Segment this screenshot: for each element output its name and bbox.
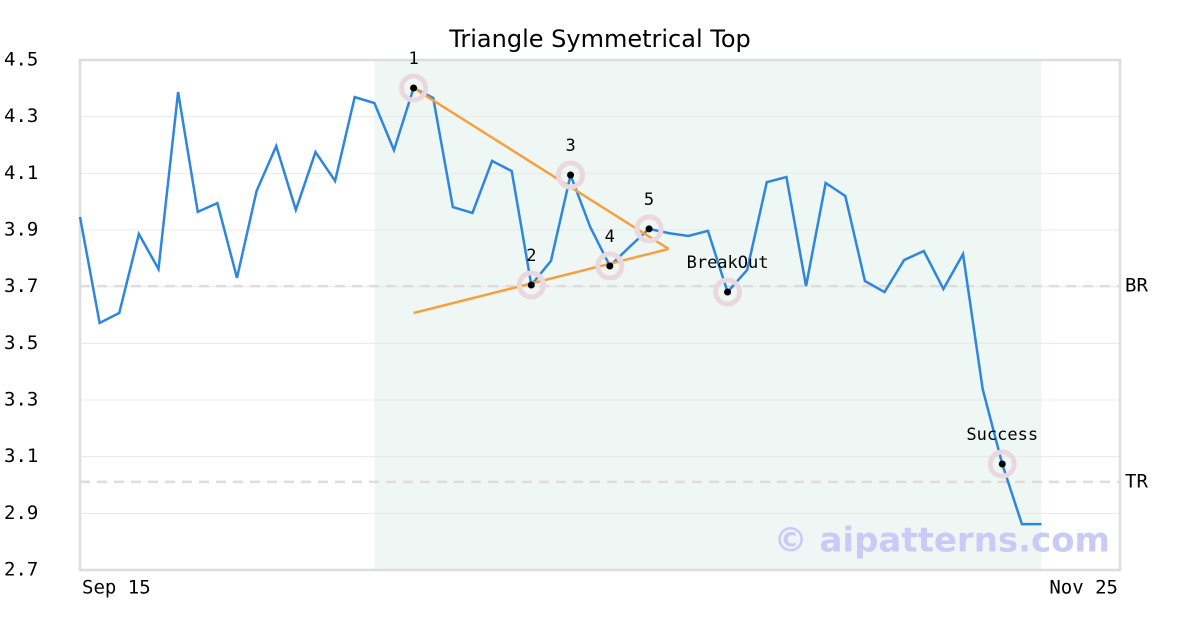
chart-title: Triangle Symmetrical Top [448,25,751,53]
plot-frame [78,58,1122,572]
y-tick-label: 2.9 [4,502,38,524]
pattern-point [567,171,575,179]
y-tick-label: 3.9 [4,219,38,241]
y-tick-label: 3.7 [4,275,38,297]
point-label: 5 [644,190,654,210]
pattern-point [527,281,535,289]
pattern-point [410,84,418,92]
pattern-point-halo [399,73,429,103]
y-tick-label: 4.3 [4,105,38,127]
x-tick-label: Sep 15 [82,577,151,599]
pattern-point [998,460,1006,468]
watermark: © aipatterns.com [774,521,1110,561]
y-tick-label: 4.5 [4,49,38,71]
pattern-point [724,288,732,296]
x-tick-label: Nov 25 [1049,577,1118,599]
point-label: 1 [408,49,418,69]
pattern-region [374,60,1042,570]
pattern-point [645,225,653,233]
reference-label: TR [1125,470,1148,492]
y-tick-label: 4.1 [4,162,38,184]
y-tick-label: 3.3 [4,389,38,411]
point-label: 3 [565,136,575,156]
point-label: 2 [526,246,536,266]
y-tick-label: 3.5 [4,332,38,354]
pattern-point-halo [713,277,743,307]
pattern-point-halo [595,251,625,281]
pattern-point-halo [634,214,664,244]
pattern-point [606,262,614,270]
pattern-point-halo [987,449,1017,479]
point-label: 4 [605,227,615,247]
reference-label: BR [1125,275,1148,297]
pattern-line [412,86,670,251]
point-label: Success [966,425,1038,445]
price-line [78,86,1042,526]
pattern-point-halo [516,270,546,300]
y-tick-label: 3.1 [4,445,38,467]
point-label: BreakOut [687,253,769,273]
pattern-point-halo [556,160,586,190]
y-tick-label: 2.7 [4,559,38,581]
